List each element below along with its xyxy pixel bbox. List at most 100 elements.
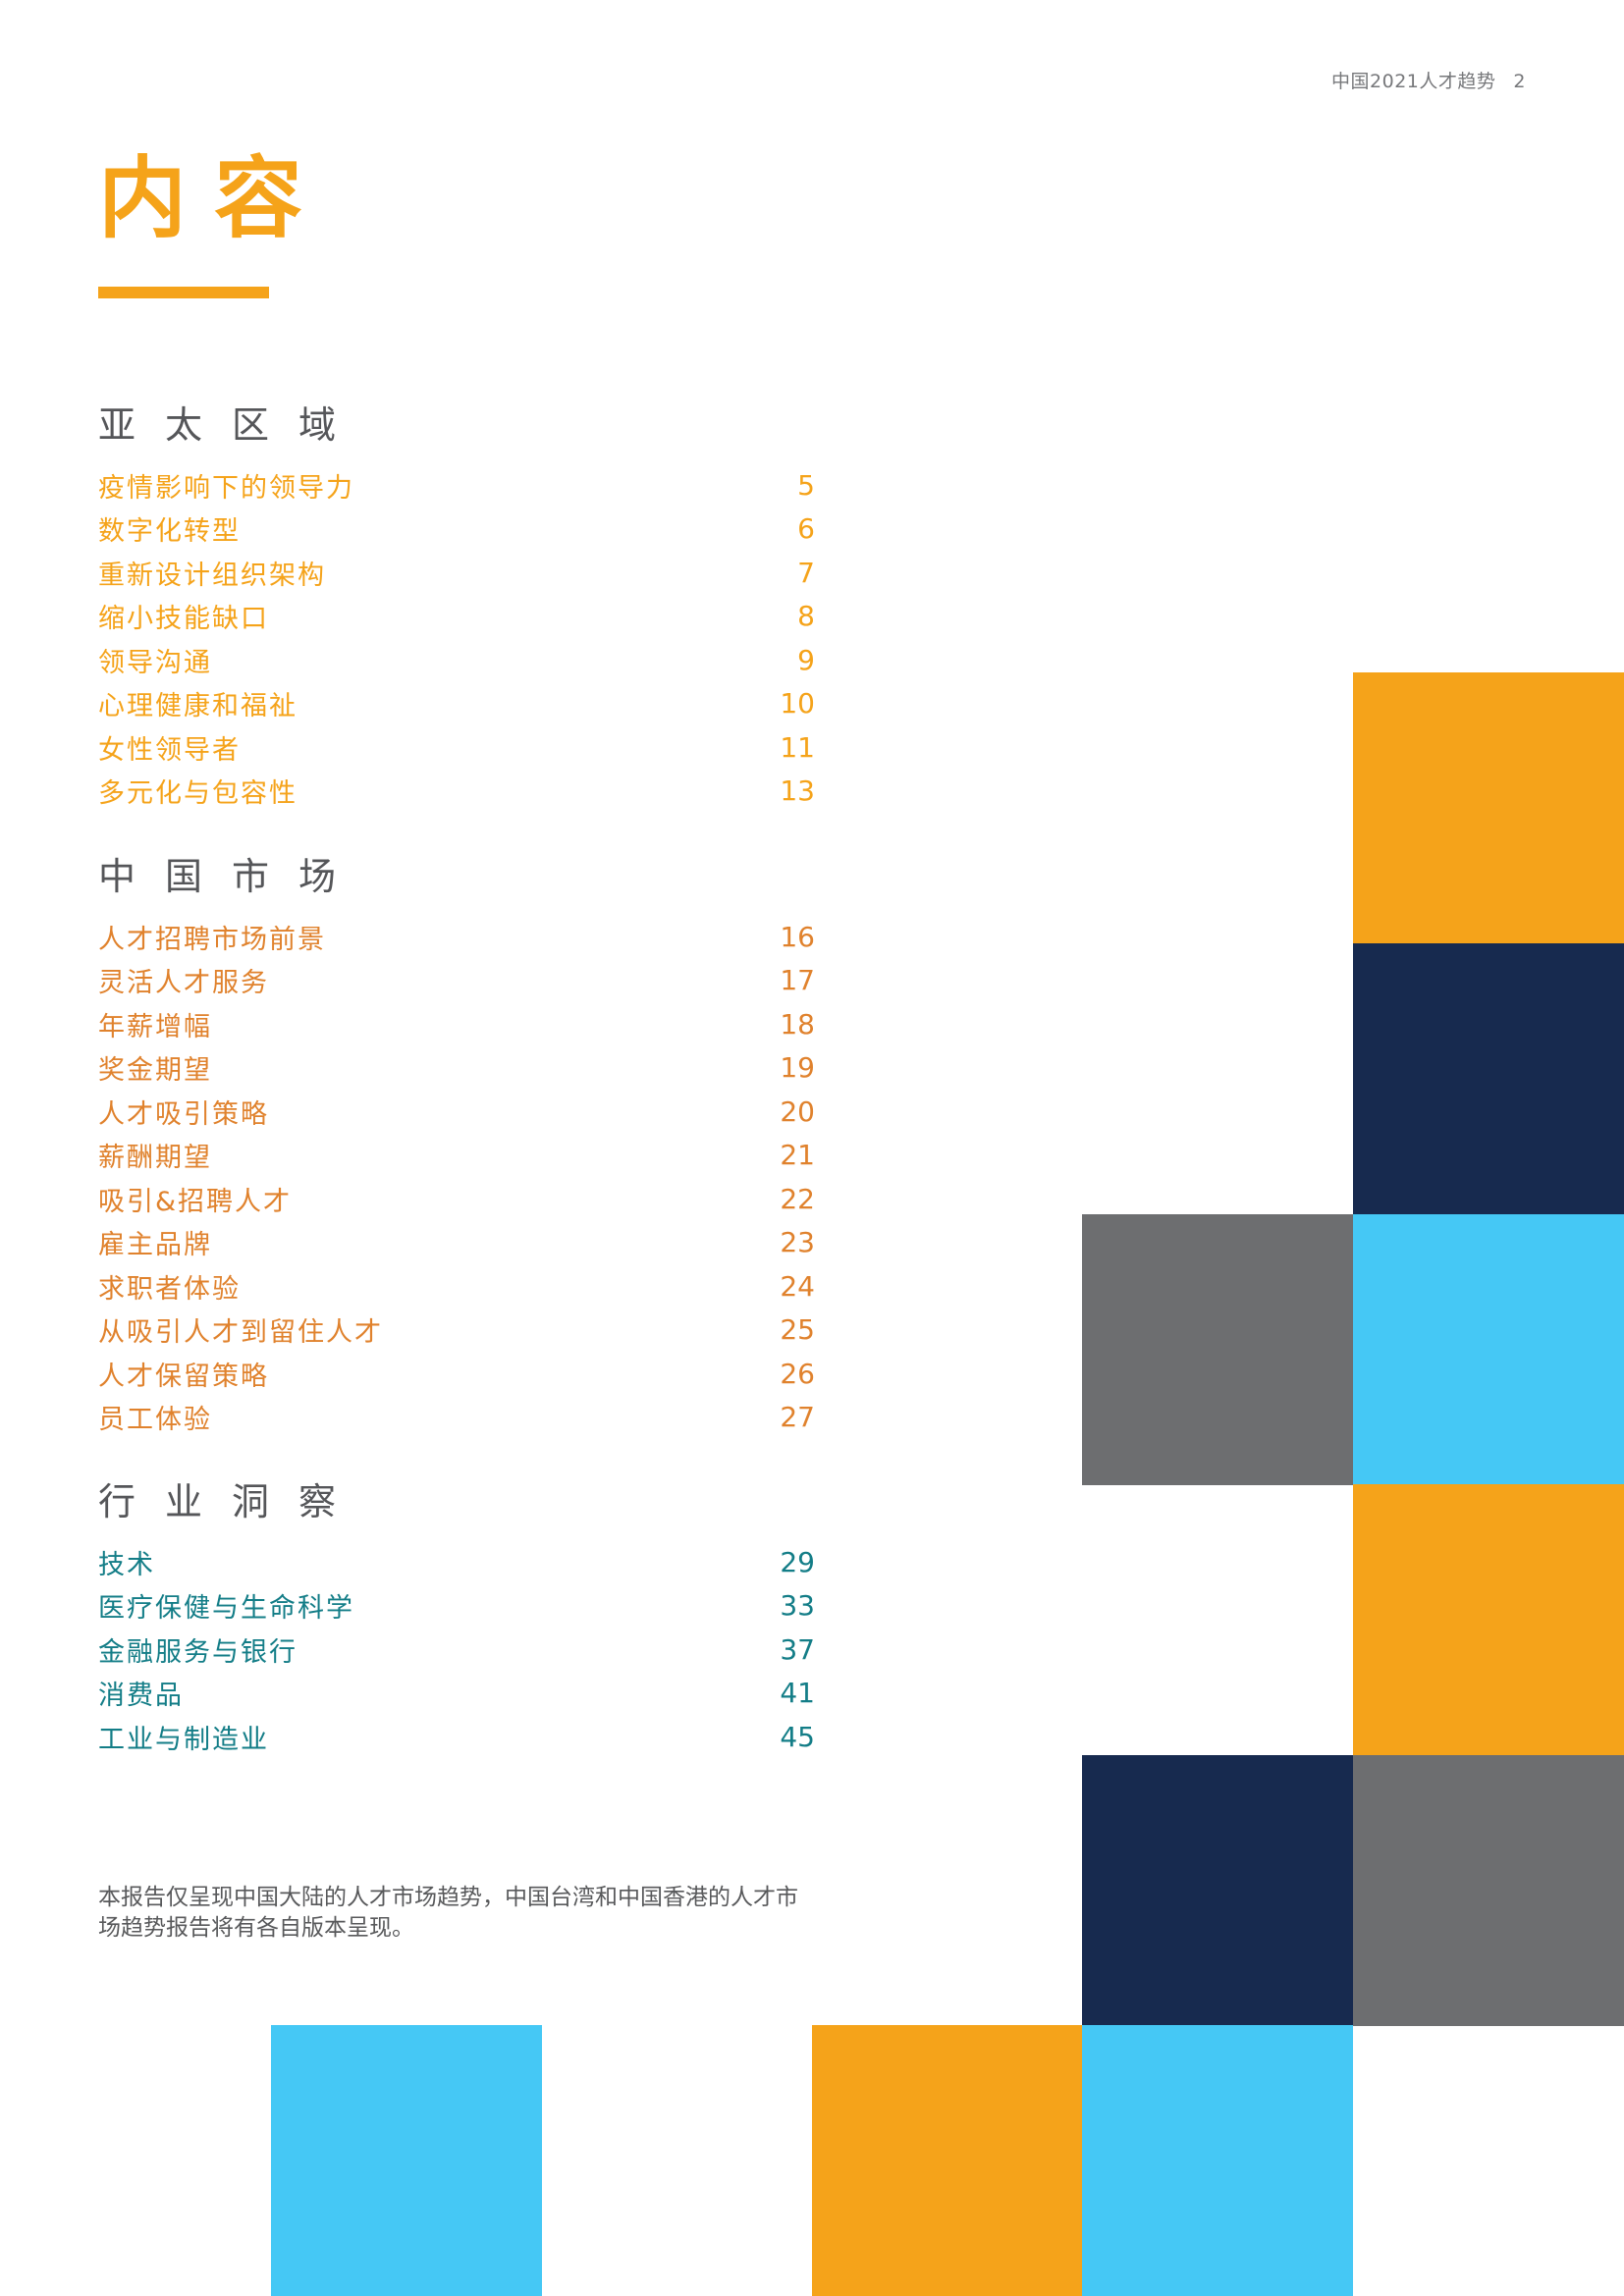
toc-entry-page-number: 19	[780, 1051, 815, 1085]
toc-entry-label: 心理健康和福祉	[98, 691, 298, 722]
toc-entry-page-number: 6	[797, 512, 815, 546]
toc-entry-label: 薪酬期望	[98, 1143, 212, 1174]
toc-entry-link[interactable]: 从吸引人才到留住人才 25	[98, 1308, 815, 1353]
toc-entry-link[interactable]: 女性领导者 11	[98, 725, 815, 770]
scope-note: 本报告仅呈现中国大陆的人才市场趋势，中国台湾和中国香港的人才市场趋势报告将有各自…	[98, 1885, 798, 1941]
decor-block-orange	[812, 2025, 1083, 2296]
toc-entry-page-number: 29	[780, 1545, 815, 1578]
title-underline	[98, 287, 269, 298]
toc-entry-label: 缩小技能缺口	[98, 604, 269, 635]
toc-entry-link[interactable]: 消费品 41	[98, 1672, 815, 1716]
toc-entry-page-number: 13	[780, 774, 815, 808]
toc-entry-label: 医疗保健与生命科学	[98, 1593, 354, 1625]
toc-section-asia-pacific: 亚太区域 疫情影响下的领导力 5 数字化转型 6 重新设计组织架构 7 缩小技能缺口 8 领导沟…	[98, 400, 815, 813]
toc-entry-link[interactable]: 心理健康和福祉 10	[98, 682, 815, 726]
toc-entry-link[interactable]: 金融服务与银行 37	[98, 1628, 815, 1672]
toc-entry-link[interactable]: 雇主品牌 23	[98, 1221, 815, 1265]
toc-entry-page-number: 5	[797, 468, 815, 502]
toc-entry-link[interactable]: 灵活人才服务 17	[98, 959, 815, 1003]
toc-section-china-market: 中国市场 人才招聘市场前景 16 灵活人才服务 17 年薪增幅 18 奖金期望 19 人才吸引策…	[98, 852, 815, 1439]
toc-entry-page-number: 18	[780, 1007, 815, 1041]
toc-entry-link[interactable]: 吸引&招聘人才 22	[98, 1177, 815, 1221]
decor-block-gray	[1353, 1755, 1624, 2026]
toc-entry-label: 重新设计组织架构	[98, 560, 326, 591]
toc-section-industry-insights: 行业洞察 技术 29 医疗保健与生命科学 33 金融服务与银行 37 消费品 41 工业与制造业…	[98, 1477, 815, 1759]
toc-list: 技术 29 医疗保健与生命科学 33 金融服务与银行 37 消费品 41 工业与制造业 45	[98, 1540, 815, 1759]
decor-block-sky	[271, 2025, 542, 2296]
toc-entry-label: 吸引&招聘人才	[98, 1186, 293, 1217]
toc-entry-link[interactable]: 医疗保健与生命科学 33	[98, 1584, 815, 1629]
toc-entry-link[interactable]: 多元化与包容性 13	[98, 770, 815, 814]
toc-entry-page-number: 27	[780, 1401, 815, 1434]
running-header: 中国2021人才趋势 2	[1331, 67, 1526, 93]
toc-entry-label: 人才保留策略	[98, 1361, 269, 1392]
page-title: 内容	[98, 147, 330, 250]
toc-entry-link[interactable]: 人才招聘市场前景 16	[98, 915, 815, 959]
decor-block-sky	[1353, 1214, 1624, 1485]
toc-entry-link[interactable]: 缩小技能缺口 8	[98, 595, 815, 639]
section-heading: 行业洞察	[98, 1480, 366, 1523]
section-heading: 亚太区域	[98, 403, 366, 447]
toc-entry-link[interactable]: 薪酬期望 21	[98, 1134, 815, 1178]
toc-entry-page-number: 17	[780, 964, 815, 997]
toc-entry-label: 年薪增幅	[98, 1011, 212, 1042]
toc-entry-page-number: 16	[780, 920, 815, 953]
toc-entry-link[interactable]: 数字化转型 6	[98, 507, 815, 552]
toc-entry-label: 金融服务与银行	[98, 1636, 298, 1668]
toc-list: 人才招聘市场前景 16 灵活人才服务 17 年薪增幅 18 奖金期望 19 人才吸引策略 20 薪酬…	[98, 915, 815, 1439]
toc-entry-link[interactable]: 人才吸引策略 20	[98, 1090, 815, 1134]
toc-entry-label: 雇主品牌	[98, 1230, 212, 1261]
toc-entry-page-number: 26	[780, 1357, 815, 1390]
toc-entry-label: 从吸引人才到留住人才	[98, 1317, 383, 1349]
toc-entry-page-number: 41	[780, 1677, 815, 1710]
toc-entry-link[interactable]: 工业与制造业 45	[98, 1715, 815, 1759]
toc-entry-link[interactable]: 人才保留策略 26	[98, 1352, 815, 1396]
toc-entry-label: 奖金期望	[98, 1055, 212, 1087]
toc-entry-label: 女性领导者	[98, 734, 241, 766]
decor-block-navy	[1082, 1755, 1353, 2026]
toc-entry-page-number: 45	[780, 1720, 815, 1753]
toc-entry-label: 工业与制造业	[98, 1724, 269, 1755]
toc-entry-label: 技术	[98, 1549, 155, 1580]
toc-entry-page-number: 25	[780, 1313, 815, 1347]
toc-entry-page-number: 33	[780, 1589, 815, 1623]
toc-entry-page-number: 20	[780, 1095, 815, 1128]
toc-entry-link[interactable]: 重新设计组织架构 7	[98, 551, 815, 595]
toc-entry-page-number: 23	[780, 1226, 815, 1259]
toc-entry-link[interactable]: 年薪增幅 18	[98, 1002, 815, 1046]
toc-entry-page-number: 24	[780, 1269, 815, 1303]
decor-block-gray	[1082, 1214, 1353, 1485]
toc-entry-label: 员工体验	[98, 1405, 212, 1436]
toc-entry-label: 灵活人才服务	[98, 968, 269, 999]
toc-entry-page-number: 11	[780, 730, 815, 764]
toc-entry-link[interactable]: 领导沟通 9	[98, 638, 815, 682]
toc-entry-page-number: 8	[797, 600, 815, 633]
toc-entry-page-number: 9	[797, 643, 815, 676]
toc-entry-link[interactable]: 疫情影响下的领导力 5	[98, 463, 815, 507]
toc-list: 疫情影响下的领导力 5 数字化转型 6 重新设计组织架构 7 缩小技能缺口 8 领导沟通 9 心理健…	[98, 463, 815, 813]
toc-entry-link[interactable]: 技术 29	[98, 1540, 815, 1584]
page-number: 2	[1513, 71, 1526, 92]
running-title: 中国2021人才趋势	[1331, 71, 1496, 92]
toc-entry-label: 人才招聘市场前景	[98, 924, 326, 955]
toc-entry-link[interactable]: 员工体验 27	[98, 1396, 815, 1440]
decor-block-navy	[1353, 943, 1624, 1214]
toc-entry-page-number: 21	[780, 1139, 815, 1172]
toc-entry-label: 求职者体验	[98, 1273, 241, 1305]
toc-entry-link[interactable]: 求职者体验 24	[98, 1264, 815, 1308]
toc-entry-label: 数字化转型	[98, 516, 241, 548]
toc-entry-page-number: 22	[780, 1182, 815, 1215]
toc-entry-page-number: 10	[780, 687, 815, 721]
toc-entry-page-number: 7	[797, 556, 815, 589]
decor-block-orange	[1353, 672, 1624, 943]
toc-entry-label: 疫情影响下的领导力	[98, 472, 354, 504]
toc-entry-label: 消费品	[98, 1681, 184, 1712]
toc-entry-label: 人才吸引策略	[98, 1098, 269, 1130]
toc-entry-label: 领导沟通	[98, 647, 212, 678]
toc-entry-link[interactable]: 奖金期望 19	[98, 1046, 815, 1091]
decor-block-orange	[1353, 1484, 1624, 1755]
decor-block-sky	[1082, 2025, 1353, 2296]
toc-entry-page-number: 37	[780, 1632, 815, 1666]
toc-entry-label: 多元化与包容性	[98, 778, 298, 810]
